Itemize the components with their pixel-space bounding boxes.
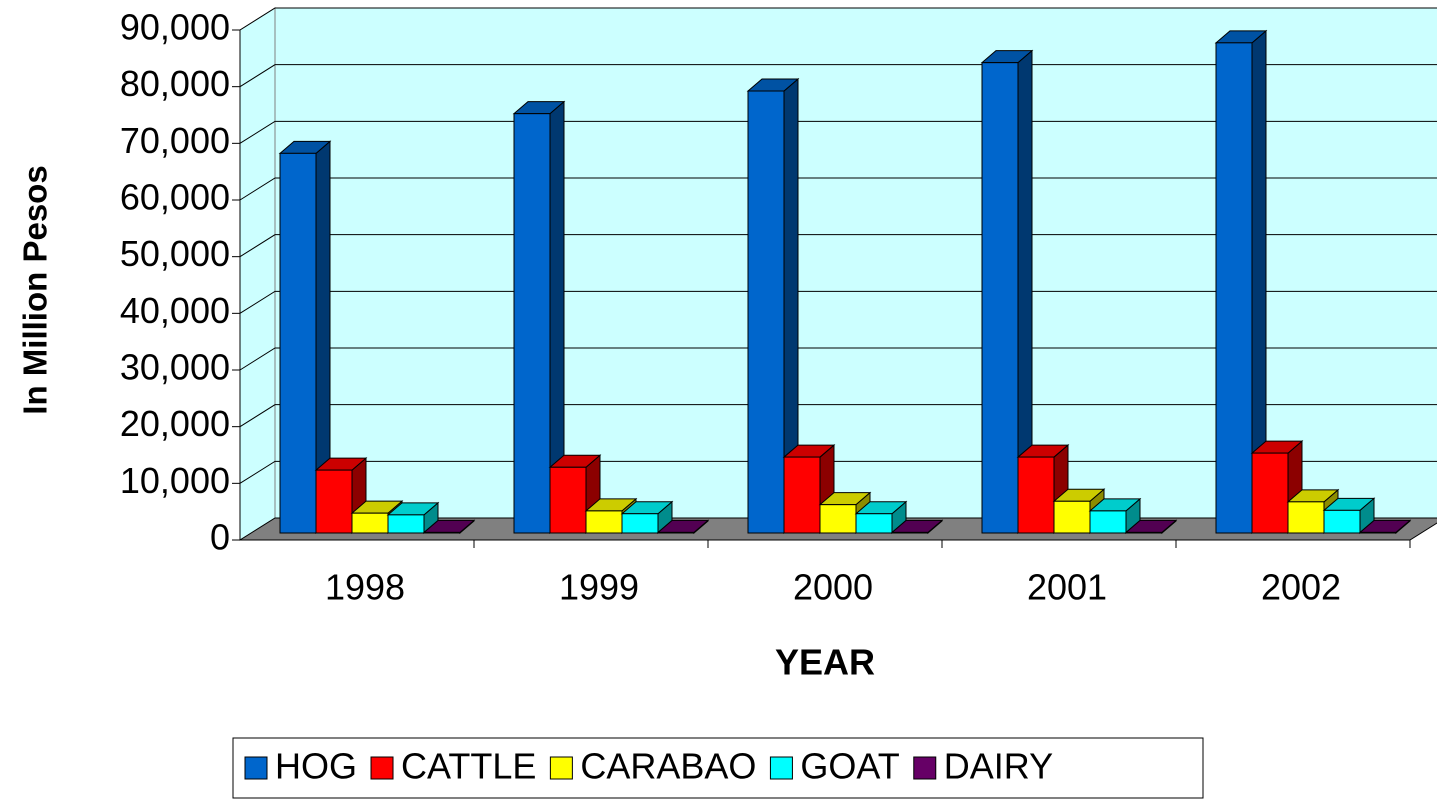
- bar: [279, 152, 317, 534]
- y-tick-label: 90,000: [120, 7, 230, 48]
- legend-swatch: [244, 756, 268, 780]
- legend-label: HOG: [275, 746, 357, 787]
- bar: [315, 469, 353, 534]
- y-tick-label: 10,000: [120, 460, 230, 501]
- grid-line: [239, 290, 1437, 314]
- legend-label: CATTLE: [401, 746, 536, 787]
- grid-line: [239, 177, 1437, 201]
- y-tick-label: 0: [210, 517, 230, 558]
- legend-label: DAIRY: [944, 746, 1053, 787]
- bar: [1287, 501, 1325, 534]
- y-axis-title: In Million Pesos: [17, 165, 54, 414]
- side-wall: [239, 7, 276, 541]
- legend-swatch: [370, 756, 394, 780]
- y-tick-label: 20,000: [120, 403, 230, 444]
- bar: [1251, 452, 1289, 534]
- grid-line: [239, 64, 1437, 88]
- y-tick-label: 50,000: [120, 233, 230, 274]
- grid-line: [239, 7, 1437, 31]
- y-tick-label: 40,000: [120, 290, 230, 331]
- x-tick-label: 1998: [325, 567, 405, 608]
- grid-line: [239, 120, 1437, 144]
- bar: [747, 90, 785, 534]
- legend-swatch: [769, 756, 793, 780]
- bar: [1323, 509, 1361, 534]
- bar: [549, 466, 587, 534]
- bar: [891, 531, 929, 534]
- bar: [423, 531, 461, 534]
- bar: [1089, 510, 1127, 534]
- grid-line: [239, 234, 1437, 258]
- y-tick-label: 30,000: [120, 347, 230, 388]
- legend-swatch: [913, 756, 937, 780]
- x-axis-title: YEAR: [775, 642, 875, 683]
- bar: [1215, 42, 1253, 534]
- bar: [855, 513, 893, 534]
- x-tick-label: 2000: [793, 567, 873, 608]
- bar: [585, 510, 623, 534]
- bar: [1053, 500, 1091, 534]
- legend-label: CARABAO: [580, 746, 756, 787]
- bar: [1125, 531, 1163, 534]
- bar: [621, 513, 659, 534]
- bar: [981, 62, 1019, 534]
- x-tick-label: 1999: [559, 567, 639, 608]
- x-tick-label: 2001: [1027, 567, 1107, 608]
- grid-line: [239, 347, 1437, 371]
- x-tick-label: 2002: [1261, 567, 1341, 608]
- y-tick-label: 80,000: [120, 63, 230, 104]
- bar: [783, 456, 821, 534]
- bar: [1359, 531, 1397, 534]
- bar: [1017, 456, 1055, 534]
- y-tick-label: 60,000: [120, 177, 230, 218]
- grid-line: [239, 404, 1437, 428]
- bar: [657, 531, 695, 534]
- bar: [513, 113, 551, 534]
- y-tick-label: 70,000: [120, 120, 230, 161]
- legend-swatch: [549, 756, 573, 780]
- legend: [232, 737, 1204, 799]
- legend-label: GOAT: [800, 746, 899, 787]
- bar: [387, 514, 425, 534]
- bar: [819, 504, 857, 534]
- bar: [351, 512, 389, 534]
